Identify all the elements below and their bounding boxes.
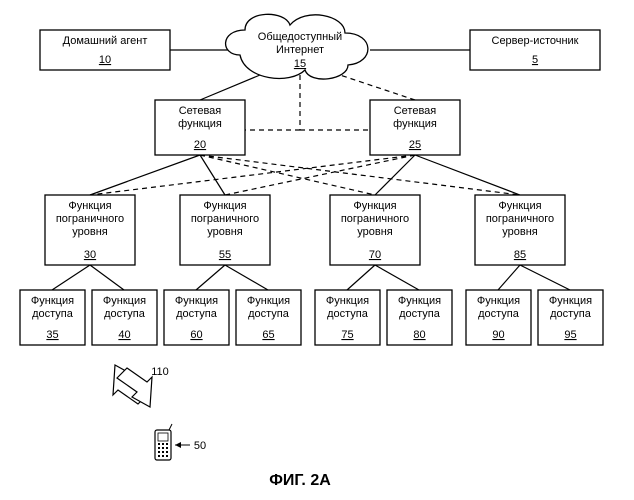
edge — [196, 265, 225, 290]
node-edge30: Функцияпограничногоуровня 30 — [45, 195, 135, 265]
node-acc90-label2: доступа — [478, 308, 520, 320]
node-acc60-label1: Функция — [175, 295, 218, 307]
node-net20: Сетеваяфункция 20 — [155, 100, 245, 155]
internet-cloud: ОбщедоступныйИнтернет 15 — [226, 14, 368, 79]
edge — [347, 265, 375, 290]
node-edge30-label1: Функция — [68, 200, 111, 212]
edge — [340, 75, 415, 100]
node-edge70-label3: уровня — [357, 226, 393, 238]
edge — [520, 265, 570, 290]
node-home_agent: Домашний агент 10 — [40, 30, 170, 70]
figure-label: ФИГ. 2А — [269, 472, 331, 489]
node-edge30-num: 30 — [84, 249, 96, 261]
node-edge55: Функцияпограничногоуровня 55 — [180, 195, 270, 265]
node-acc40-label2: доступа — [104, 308, 146, 320]
node-acc95: Функциядоступа 95 — [538, 290, 603, 345]
node-edge85-label3: уровня — [502, 226, 538, 238]
phone-icon: 50 — [155, 424, 206, 460]
node-edge30-label3: уровня — [72, 226, 108, 238]
node-acc60: Функциядоступа 60 — [164, 290, 229, 345]
edge — [225, 265, 268, 290]
edge — [375, 155, 415, 195]
node-edge55-label3: уровня — [207, 226, 243, 238]
node-net20-label1: Сетевая — [179, 105, 222, 117]
node-acc95-num: 95 — [564, 329, 576, 341]
node-acc35: Функциядоступа 35 — [20, 290, 85, 345]
node-acc35-num: 35 — [46, 329, 58, 341]
node-edge85: Функцияпограничногоуровня 85 — [475, 195, 565, 265]
node-acc40-num: 40 — [118, 329, 130, 341]
node-acc75-num: 75 — [341, 329, 353, 341]
node-net25-label1: Сетевая — [394, 105, 437, 117]
node-edge85-num: 85 — [514, 249, 526, 261]
phone-label: 50 — [194, 440, 206, 452]
edge — [200, 75, 260, 100]
node-edge55-label2: пограничного — [191, 213, 259, 225]
node-acc60-label2: доступа — [176, 308, 218, 320]
node-acc65-label1: Функция — [247, 295, 290, 307]
edge — [200, 155, 225, 195]
node-acc80-num: 80 — [413, 329, 425, 341]
node-edge85-label1: Функция — [498, 200, 541, 212]
node-origin: Сервер-источник 5 — [470, 30, 600, 70]
edge — [415, 155, 520, 195]
node-net25-label2: функция — [393, 118, 437, 130]
edge — [200, 155, 375, 195]
node-net20-num: 20 — [194, 139, 206, 151]
edge — [200, 155, 520, 195]
internet-num: 15 — [294, 58, 306, 70]
node-acc65-label2: доступа — [248, 308, 290, 320]
node-acc80-label1: Функция — [398, 295, 441, 307]
edge — [90, 265, 124, 290]
node-acc95-label2: доступа — [550, 308, 592, 320]
node-acc75-label1: Функция — [326, 295, 369, 307]
node-edge30-label2: пограничного — [56, 213, 124, 225]
edge — [90, 155, 200, 195]
edge — [52, 265, 90, 290]
node-acc90-label1: Функция — [477, 295, 520, 307]
node-acc75: Функциядоступа 75 — [315, 290, 380, 345]
node-origin-label: Сервер-источник — [492, 35, 579, 47]
double-arrow: 110 — [113, 365, 169, 407]
node-acc90: Функциядоступа 90 — [466, 290, 531, 345]
node-edge70-num: 70 — [369, 249, 381, 261]
node-acc65-num: 65 — [262, 329, 274, 341]
internet-label2: Интернет — [276, 44, 324, 56]
node-home_agent-label: Домашний агент — [63, 35, 148, 47]
node-home_agent-num: 10 — [99, 54, 111, 66]
node-edge70-label1: Функция — [353, 200, 396, 212]
node-acc95-label1: Функция — [549, 295, 592, 307]
edge — [498, 265, 520, 290]
arrow-label: 110 — [151, 366, 169, 378]
node-edge55-num: 55 — [219, 249, 231, 261]
node-acc80: Функциядоступа 80 — [387, 290, 452, 345]
node-acc40-label1: Функция — [103, 295, 146, 307]
internet-label1: Общедоступный — [258, 31, 342, 43]
node-acc60-num: 60 — [190, 329, 202, 341]
node-acc35-label2: доступа — [32, 308, 74, 320]
node-edge70: Функцияпограничногоуровня 70 — [330, 195, 420, 265]
node-edge55-label1: Функция — [203, 200, 246, 212]
node-net25-num: 25 — [409, 139, 421, 151]
node-edge85-label2: пограничного — [486, 213, 554, 225]
node-origin-num: 5 — [532, 54, 538, 66]
node-net25: Сетеваяфункция 25 — [370, 100, 460, 155]
node-acc80-label2: доступа — [399, 308, 441, 320]
node-acc90-num: 90 — [492, 329, 504, 341]
node-acc40: Функциядоступа 40 — [92, 290, 157, 345]
node-acc65: Функциядоступа 65 — [236, 290, 301, 345]
edge — [375, 265, 419, 290]
node-edge70-label2: пограничного — [341, 213, 409, 225]
node-acc75-label2: доступа — [327, 308, 369, 320]
node-acc35-label1: Функция — [31, 295, 74, 307]
node-net20-label2: функция — [178, 118, 222, 130]
